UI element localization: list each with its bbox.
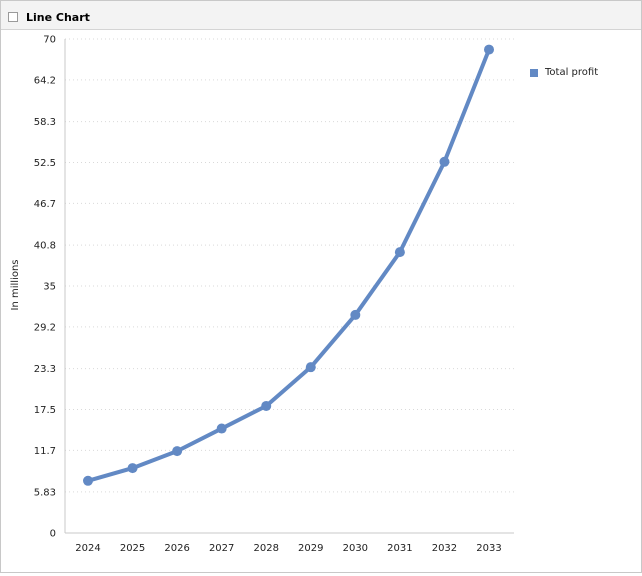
y-tick-label: 0 <box>50 529 56 540</box>
y-tick-label: 40.8 <box>34 241 56 252</box>
y-tick-label: 23.3 <box>34 364 56 375</box>
y-tick-label: 11.7 <box>34 446 56 457</box>
data-point[interactable] <box>394 247 405 258</box>
y-tick-label: 58.3 <box>34 117 56 128</box>
data-point[interactable] <box>127 463 138 474</box>
panel-checkbox[interactable] <box>8 12 18 22</box>
chart-legend: Total profit <box>530 67 598 78</box>
y-tick-label: 70 <box>43 35 56 46</box>
data-point[interactable] <box>83 475 93 486</box>
x-tick-label: 2033 <box>476 543 501 554</box>
y-tick-labels: 0 5.83 11.7 17.5 23.3 29.2 35 40.8 46.7 52.5 58.3 6… <box>34 35 56 540</box>
x-tick-label: 2025 <box>120 543 145 554</box>
y-tick-label: 17.5 <box>34 405 56 416</box>
legend-swatch <box>530 68 538 77</box>
y-tick-label: 46.7 <box>34 199 56 210</box>
panel-header: Line Chart <box>1 1 641 30</box>
y-tick-label: 29.2 <box>34 322 56 333</box>
x-tick-label: 2026 <box>164 543 189 554</box>
y-tick-label: 35 <box>43 282 56 293</box>
x-tick-label: 2031 <box>387 543 412 554</box>
data-point[interactable] <box>350 309 361 320</box>
chart-body: 0 5.83 11.7 17.5 23.3 29.2 35 40.8 46.7 52.5 58.3 6… <box>1 30 641 572</box>
data-point[interactable] <box>439 156 450 167</box>
data-point[interactable] <box>261 400 272 411</box>
y-tick-label: 5.83 <box>34 487 56 498</box>
x-tick-label: 2032 <box>432 543 457 554</box>
y-tick-label: 52.5 <box>34 158 56 169</box>
y-axis-label: In millions <box>10 260 21 311</box>
y-tick-label: 64.2 <box>34 75 56 86</box>
x-tick-label: 2029 <box>298 543 323 554</box>
series-line <box>86 47 491 483</box>
data-point[interactable] <box>484 44 494 55</box>
data-point[interactable] <box>172 446 183 457</box>
x-tick-label: 2027 <box>209 543 234 554</box>
legend-label-total-profit: Total profit <box>545 67 599 78</box>
x-tick-label: 2028 <box>253 543 278 554</box>
line-chart: 0 5.83 11.7 17.5 23.3 29.2 35 40.8 46.7 52.5 58.3 6… <box>10 35 514 554</box>
data-point[interactable] <box>216 423 227 434</box>
axes <box>64 39 514 534</box>
x-tick-labels: 2024 2025 2026 2027 2028 2029 2030 2031 2032 2033 <box>75 543 501 554</box>
panel-title: Line Chart <box>26 11 90 24</box>
series-total-profit <box>83 44 494 486</box>
data-point[interactable] <box>305 362 316 373</box>
x-tick-label: 2024 <box>75 543 100 554</box>
grid-lines <box>65 38 514 493</box>
x-tick-label: 2030 <box>343 543 368 554</box>
